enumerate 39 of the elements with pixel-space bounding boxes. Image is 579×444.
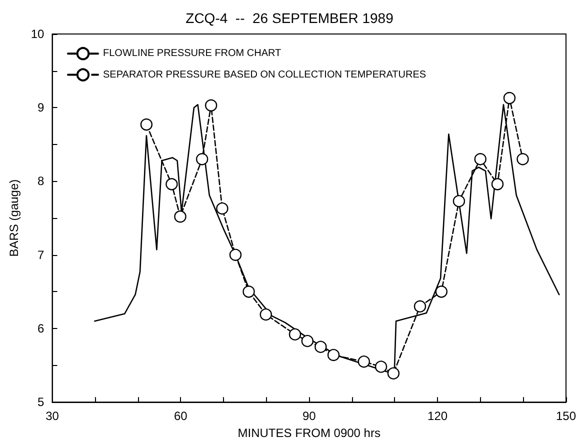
legend-label: FLOWLINE PRESSURE FROM CHART [103, 48, 282, 60]
y-tick-label: 5 [38, 395, 45, 410]
point [229, 248, 242, 261]
point [288, 328, 302, 340]
x-tick-label: 60 [174, 409, 188, 424]
point [301, 334, 314, 348]
x-tick-label: 30 [46, 409, 60, 424]
point [387, 367, 400, 380]
legend-label: SEPARATOR PRESSURE BASED ON COLLECTION TEMPERATURES [103, 69, 426, 80]
point [314, 340, 327, 353]
point [327, 348, 340, 362]
y-tick-label: 9 [38, 100, 45, 115]
y-tick-label: 8 [38, 174, 45, 188]
x-tick-label: 90 [302, 409, 316, 424]
point [474, 153, 486, 166]
point [242, 286, 255, 298]
y-tick-label: 10 [30, 27, 45, 41]
point [140, 118, 153, 131]
y-tick-label: 6 [38, 321, 45, 336]
x-tick-label: 120 [428, 409, 448, 424]
point [374, 360, 388, 373]
point [358, 356, 370, 368]
point [204, 99, 218, 112]
y-tick-label: 7 [38, 248, 45, 262]
point [452, 195, 466, 208]
x-tick-label: 150 [556, 409, 576, 424]
point [414, 300, 426, 312]
chart-title: ZCQ-4 -- 26 SEPTEMBER 1989 [186, 10, 394, 26]
point [216, 202, 228, 215]
point [503, 92, 516, 104]
point [166, 178, 178, 190]
point [516, 153, 529, 166]
point [196, 153, 208, 166]
x-axis-title: MINUTES FROM 0900 hrs [238, 426, 380, 440]
y-axis-title: BARS (gauge) [7, 179, 21, 257]
point [174, 210, 186, 223]
point [491, 178, 504, 190]
point [435, 286, 448, 298]
point [260, 308, 272, 321]
